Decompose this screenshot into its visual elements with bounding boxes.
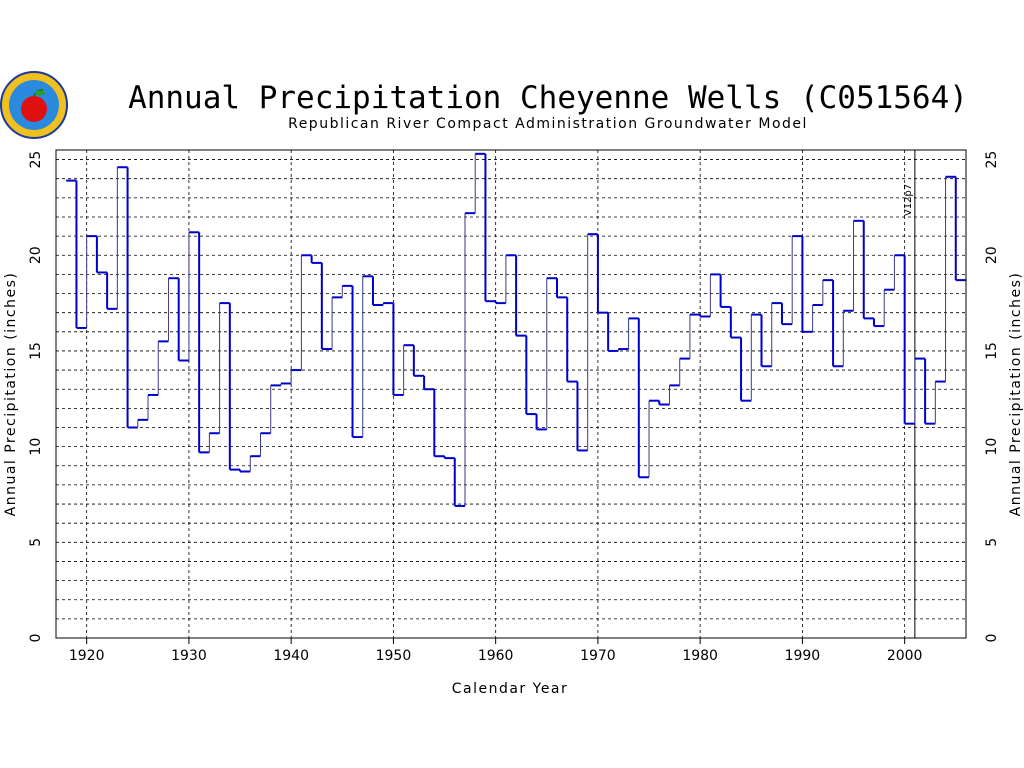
chart-subtitle: Republican River Compact Administration … xyxy=(288,116,808,132)
y-axis-label-right: Annual Precipitation (inches) xyxy=(1008,272,1024,517)
y-tick-label-right: 5 xyxy=(984,538,1000,547)
chart-title: Annual Precipitation Cheyenne Wells (C05… xyxy=(128,80,968,116)
plot-frame xyxy=(55,149,967,639)
x-tick-label: 1930 xyxy=(171,648,207,664)
apple-logo xyxy=(0,71,68,139)
y-tick-label-right: 15 xyxy=(984,342,1000,360)
x-tick-label: 1940 xyxy=(273,648,309,664)
y-tick-label-right: 25 xyxy=(984,151,1000,169)
grid xyxy=(56,150,966,638)
x-tick-label: 1990 xyxy=(785,648,821,664)
x-tick-label: 1950 xyxy=(376,648,412,664)
y-tick-label-left: 0 xyxy=(28,634,44,643)
y-tick-label-left: 20 xyxy=(28,246,44,264)
x-tick-label: 1980 xyxy=(682,648,718,664)
y-tick-label-left: 10 xyxy=(28,438,44,456)
x-tick-label: 1970 xyxy=(580,648,616,664)
x-axis-label: Calendar Year xyxy=(452,681,569,697)
series-line-group xyxy=(66,152,966,507)
y-tick-label-left: 25 xyxy=(28,151,44,169)
y-tick-label-left: 5 xyxy=(28,538,44,547)
tick-labels: 1920 1930 1940 1950 1960 1970 1980 1990 2000 0 0 5 5… xyxy=(28,151,1000,664)
y-tick-label-right: 0 xyxy=(984,634,1000,643)
x-tick-label: 1960 xyxy=(478,648,514,664)
y-tick-label-right: 20 xyxy=(984,246,1000,264)
x-tick-label: 2000 xyxy=(887,648,923,664)
x-tick-label: 1920 xyxy=(69,648,105,664)
y-tick-label-left: 15 xyxy=(28,342,44,360)
y-tick-label-right: 10 xyxy=(984,438,1000,456)
y-axis-label-left: Annual Precipitation (inches) xyxy=(3,272,19,517)
annotation-label: V12p7 xyxy=(903,184,914,216)
